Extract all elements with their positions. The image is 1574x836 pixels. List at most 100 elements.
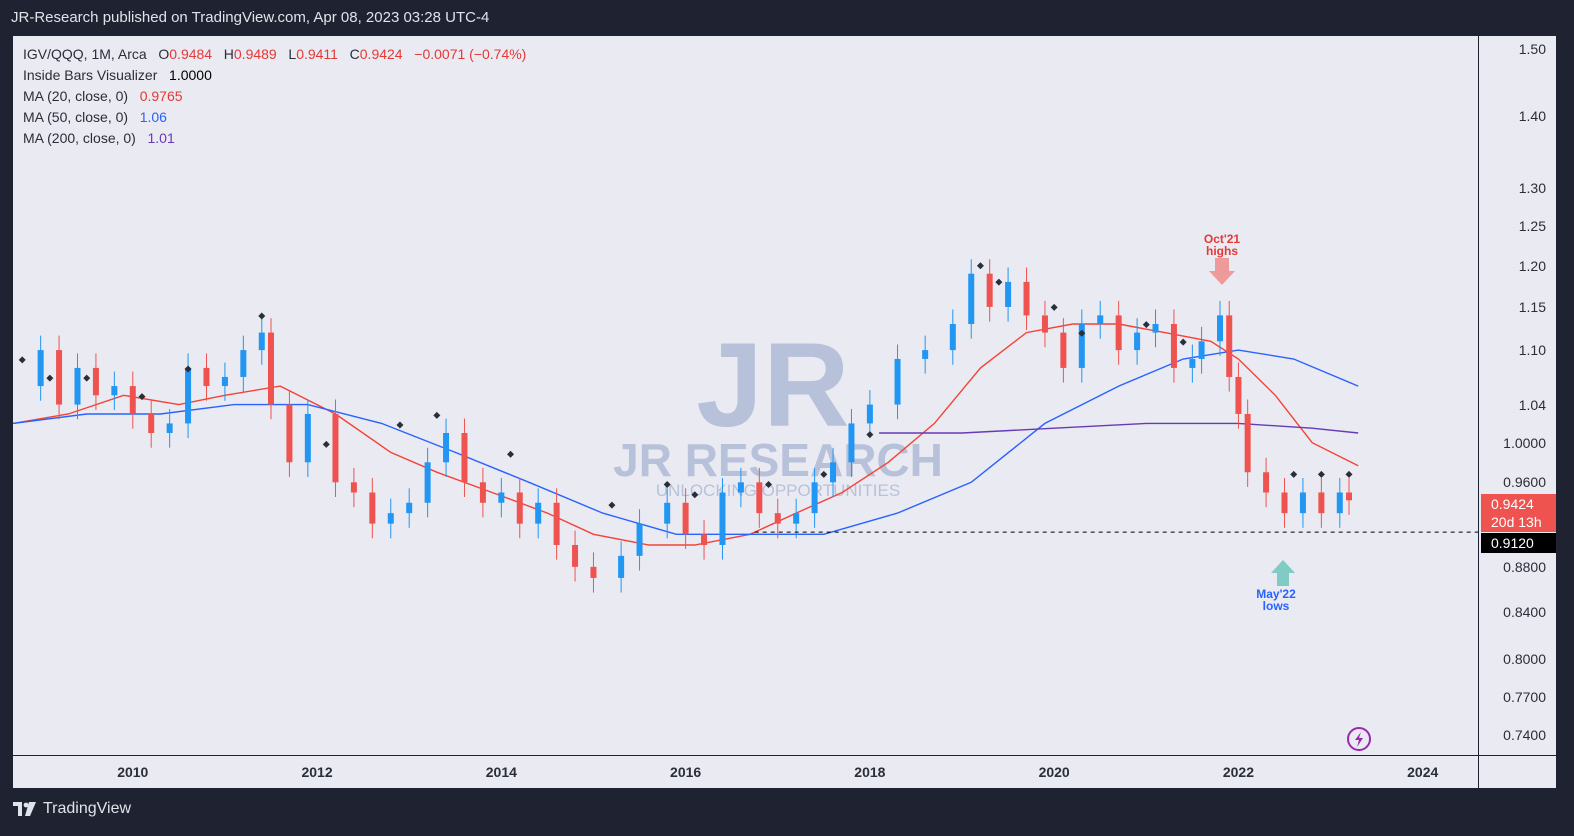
- symbol-label: IGV/QQQ, 1M, Arca: [23, 46, 147, 62]
- x-tick-label: 2012: [301, 764, 333, 780]
- candle-body: [148, 413, 155, 434]
- lightning-icon[interactable]: [1347, 727, 1371, 751]
- axis-corner: [1479, 756, 1556, 788]
- candle-body: [1299, 492, 1306, 514]
- candle-body: [1346, 492, 1353, 501]
- candle-body: [221, 376, 228, 387]
- ma200-row[interactable]: MA (200, close, 0) 1.01: [23, 128, 526, 149]
- change-value: −0.0071 (−0.74%): [414, 46, 527, 62]
- may22-label-line2: lows: [1263, 599, 1290, 613]
- ma200-label: MA (200, close, 0): [23, 130, 136, 146]
- x-tick-label: 2018: [854, 764, 886, 780]
- inside-bar-marker: [46, 374, 54, 382]
- inside-bar-marker: [976, 262, 984, 270]
- candle-body: [1263, 472, 1270, 493]
- candle-body: [461, 433, 468, 483]
- candle-body: [1005, 281, 1012, 307]
- bar-countdown: 20d 13h: [1491, 514, 1542, 530]
- y-tick-label: 0.8800: [1503, 558, 1546, 575]
- candle-body: [267, 332, 274, 405]
- candle-body: [682, 502, 689, 535]
- low-value: 0.9411: [296, 46, 338, 62]
- candle-body: [986, 273, 993, 307]
- candle-body: [203, 367, 210, 387]
- candle-body: [1097, 315, 1104, 324]
- y-tick-label: 1.20: [1518, 257, 1546, 274]
- open-label: O: [158, 46, 170, 62]
- oct21-highs-annotation: Oct'21 highs: [1204, 232, 1241, 285]
- candle-body: [1198, 341, 1205, 359]
- inside-bar-marker: [322, 440, 330, 448]
- candle-body: [701, 534, 708, 545]
- ma200-line: [879, 422, 1359, 434]
- publish-header: JR-Research published on TradingView.com…: [0, 0, 1574, 36]
- candle-body: [350, 482, 357, 493]
- oct21-label-line1: Oct'21: [1204, 232, 1241, 246]
- candle-body: [1041, 315, 1048, 333]
- candle-body: [304, 413, 311, 463]
- candle-body: [1189, 358, 1196, 368]
- inside-bar-marker: [258, 312, 266, 320]
- down-arrow-icon: [1209, 258, 1235, 285]
- y-tick-label: 1.40: [1518, 107, 1546, 124]
- inside-bar-marker: [1179, 338, 1187, 346]
- high-label: H: [223, 46, 234, 62]
- published-text: JR-Research published on TradingView.com…: [11, 9, 490, 26]
- inside-bar-markers: [18, 262, 1353, 509]
- support-value: 0.9120: [1491, 535, 1534, 551]
- candle-body: [553, 502, 560, 545]
- y-tick-label: 1.15: [1518, 298, 1546, 315]
- y-tick-label: 0.7400: [1503, 727, 1546, 744]
- tradingview-footer[interactable]: TradingView: [13, 800, 131, 818]
- candle-body: [74, 367, 81, 405]
- candle-body: [1226, 315, 1233, 377]
- candle-body: [894, 358, 901, 405]
- inside-bars-label: Inside Bars Visualizer: [23, 67, 158, 83]
- inside-bar-marker: [995, 278, 1003, 286]
- candle-body: [111, 386, 118, 396]
- y-tick-label: 0.9600: [1503, 474, 1546, 491]
- candle-body: [129, 386, 136, 414]
- candle-body: [848, 423, 855, 463]
- x-tick-label: 2010: [117, 764, 149, 780]
- ohlc-row: IGV/QQQ, 1M, Arca O0.9484 H0.9489 L0.941…: [23, 44, 526, 65]
- inside-bar-marker: [663, 480, 671, 488]
- may22-lows-annotation: May'22 lows: [1256, 560, 1296, 613]
- inside-bar-marker: [1345, 470, 1353, 478]
- candle-body: [92, 367, 99, 396]
- jr-research-watermark: JR JR RESEARCH UNLOCKING OPPORTUNITIES: [613, 318, 943, 500]
- candle-body: [185, 367, 192, 424]
- candle-body: [949, 323, 956, 351]
- time-axis[interactable]: 2010 2012 2014 2016 2018 2020 2022 2024: [13, 756, 1478, 788]
- price-axis[interactable]: 1.50 1.40 1.30 1.25 1.20 1.15 1.10 1.04 1.0000 0.…: [1479, 36, 1556, 755]
- x-tick-label: 2022: [1222, 764, 1255, 780]
- candle-body: [258, 332, 265, 351]
- candle-body: [240, 350, 247, 377]
- candle-body: [1244, 413, 1251, 473]
- last-price-value: 0.9424: [1491, 496, 1534, 512]
- candle-body: [756, 482, 763, 514]
- inside-bar-marker: [765, 480, 773, 488]
- y-tick-label: 1.0000: [1503, 434, 1546, 451]
- inside-bar-marker: [820, 470, 828, 478]
- ma50-row[interactable]: MA (50, close, 0) 1.06: [23, 107, 526, 128]
- inside-bar-marker: [608, 501, 616, 509]
- candle-body: [1336, 492, 1343, 514]
- candle-body: [636, 523, 643, 556]
- candle-body: [1078, 323, 1085, 368]
- last-price-badge: 0.9424 20d 13h: [1481, 494, 1556, 532]
- price-chart[interactable]: JR JR RESEARCH UNLOCKING OPPORTUNITIES O…: [13, 36, 1478, 755]
- ma200-value: 1.01: [147, 130, 175, 146]
- candle-body: [572, 544, 579, 567]
- inside-bar-marker: [1078, 329, 1086, 337]
- ma20-row[interactable]: MA (20, close, 0) 0.9765: [23, 86, 526, 107]
- chart-plot-area[interactable]: JR JR RESEARCH UNLOCKING OPPORTUNITIES O…: [13, 36, 1478, 755]
- y-tick-label: 1.25: [1518, 217, 1546, 234]
- candle-body: [332, 413, 339, 483]
- inside-bars-row[interactable]: Inside Bars Visualizer 1.0000: [23, 65, 526, 86]
- candle-body: [498, 492, 505, 503]
- candle-body: [286, 404, 293, 463]
- chart-legend: IGV/QQQ, 1M, Arca O0.9484 H0.9489 L0.941…: [23, 44, 526, 149]
- candle-body: [866, 404, 873, 424]
- y-tick-label: 0.8400: [1503, 604, 1546, 620]
